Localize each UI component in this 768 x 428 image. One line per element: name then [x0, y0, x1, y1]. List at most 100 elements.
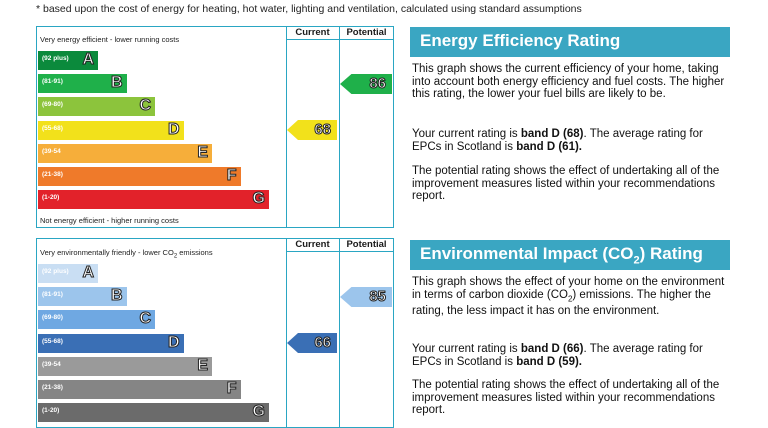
band-range: (81-91) [42, 291, 63, 299]
band-b: (81-91) B [38, 287, 127, 307]
current-column-header: Current [295, 239, 330, 250]
band-letter: B [110, 287, 123, 305]
energy-average-band: band D (61). [516, 140, 582, 153]
band-c: (69-80) C [38, 310, 155, 330]
band-letter: D [167, 333, 180, 351]
top-label-subscript: 2 [173, 253, 178, 260]
energy-current-band: band D (68) [520, 128, 584, 140]
band-letter: A [82, 264, 95, 282]
arrow-polygon [340, 286, 392, 307]
band-letter: G [252, 190, 265, 208]
arrow-shape [287, 333, 337, 354]
band-letter: D [167, 120, 180, 138]
potential-column-header: Potential [346, 27, 387, 38]
env-heading-subscript: 2 [633, 254, 640, 267]
potential-rating-value: 85 [369, 287, 387, 305]
arrow-polygon [340, 73, 392, 94]
top-label-end: emissions [177, 248, 213, 257]
energy-paragraph-1: This graph shows the current efficiency … [412, 63, 725, 100]
arrow-polygon [287, 333, 337, 354]
band-letter: G [252, 403, 265, 421]
band-range: (55-68) [42, 124, 63, 132]
band-range: (92 plus) [42, 268, 69, 275]
band-range: (81-91) [42, 78, 63, 86]
band-range: (69-80) [42, 314, 63, 322]
band-g: (1-20) G [38, 403, 269, 423]
bottom-label: Not energy efficient - higher running co… [40, 216, 179, 225]
band-g: (1-20) G [38, 190, 269, 210]
current-rating-arrow: 66 [287, 333, 337, 354]
arrow-polygon [287, 120, 337, 141]
band-a: (92 plus) A [38, 264, 98, 283]
band-range: (1-20) [42, 194, 60, 202]
band-letter: C [139, 97, 152, 115]
energy-p2-mid: . The average rating for EPCs in Scotlan… [412, 128, 703, 153]
current-rating-arrow: 68 [287, 120, 337, 141]
current-rating-value: 66 [314, 334, 332, 352]
energy-efficiency-chart: Current Potential Very energy efficient … [36, 26, 394, 228]
environmental-impact-heading: Environmental Impact (CO2) Rating [410, 240, 730, 270]
energy-p2-pre: Your current rating is [412, 128, 521, 140]
band-f: (21-38) F [38, 167, 241, 186]
top-label: Very environmentally friendly - lower CO… [40, 248, 213, 260]
band-range: (55-68) [42, 337, 63, 345]
band-a: (92 plus) A [38, 51, 98, 70]
band-range: (92 plus) [42, 55, 69, 62]
top-label-text: Very environmentally friendly - lower CO [40, 248, 174, 257]
band-e: (39-54 E [38, 356, 212, 376]
band-range: (69-80) [42, 101, 63, 109]
band-e: (39-54 E [38, 143, 212, 163]
env-paragraph-1: This graph shows the effect of your home… [412, 276, 732, 318]
top-label: Very energy efficient - lower running co… [40, 35, 180, 44]
header-rule [286, 39, 394, 40]
env-p1-a: This graph shows the effect of your home… [412, 276, 725, 301]
env-p1-b: ) emissions. The higher the rating, the … [412, 288, 711, 318]
band-letter: F [226, 380, 237, 398]
arrow-shape [340, 73, 392, 94]
env-heading-text: Environmental Impact (CO [420, 244, 634, 263]
env-p2-mid: . The average rating for EPCs in Scotlan… [412, 343, 703, 368]
band-range: (21-38) [42, 384, 63, 391]
potential-column-header: Potential [346, 239, 387, 250]
energy-efficiency-heading: Energy Efficiency Rating [410, 27, 730, 57]
chart-frame [36, 26, 394, 228]
band-letter: B [110, 74, 123, 92]
band-range: (39-54 [42, 360, 61, 368]
energy-paragraph-3: The potential rating shows the effect of… [412, 165, 720, 202]
band-letter: A [82, 51, 95, 69]
column-divider [286, 238, 287, 428]
current-column-header: Current [295, 27, 330, 38]
arrow-shape [340, 286, 392, 307]
env-current-band: band D (66) [520, 343, 584, 355]
potential-rating-arrow: 85 [340, 286, 392, 307]
arrow-shape [287, 120, 337, 141]
band-d: (55-68) D [38, 120, 184, 140]
band-d: (55-68) D [38, 333, 184, 353]
energy-paragraph-2: Your current rating is band D (68). The … [412, 128, 732, 153]
current-rating-value: 68 [314, 121, 332, 139]
band-letter: E [197, 356, 209, 374]
column-divider [339, 26, 340, 228]
env-paragraph-3: The potential rating shows the effect of… [412, 379, 720, 416]
env-average-band: band D (59). [516, 355, 582, 368]
env-p2-pre: Your current rating is [412, 343, 521, 355]
environmental-impact-chart: Current Potential Very environmentally f… [36, 238, 394, 428]
env-paragraph-2: Your current rating is band D (66). The … [412, 343, 732, 368]
band-f: (21-38) F [38, 380, 241, 399]
potential-rating-arrow: 86 [340, 73, 392, 94]
env-p1-subscript: 2 [567, 293, 573, 303]
band-letter: C [139, 310, 152, 328]
band-range: (1-20) [42, 407, 60, 415]
header-rule [286, 251, 394, 252]
env-heading-end: ) Rating [639, 244, 703, 263]
column-divider [339, 238, 340, 428]
band-letter: F [226, 167, 237, 185]
band-b: (81-91) B [38, 74, 127, 94]
band-range: (21-38) [42, 171, 63, 178]
band-letter: E [197, 143, 209, 161]
footnote: * based upon the cost of energy for heat… [36, 3, 582, 15]
band-c: (69-80) C [38, 97, 155, 117]
column-divider [286, 26, 287, 228]
band-range: (39-54 [42, 147, 61, 155]
potential-rating-value: 86 [369, 74, 387, 92]
